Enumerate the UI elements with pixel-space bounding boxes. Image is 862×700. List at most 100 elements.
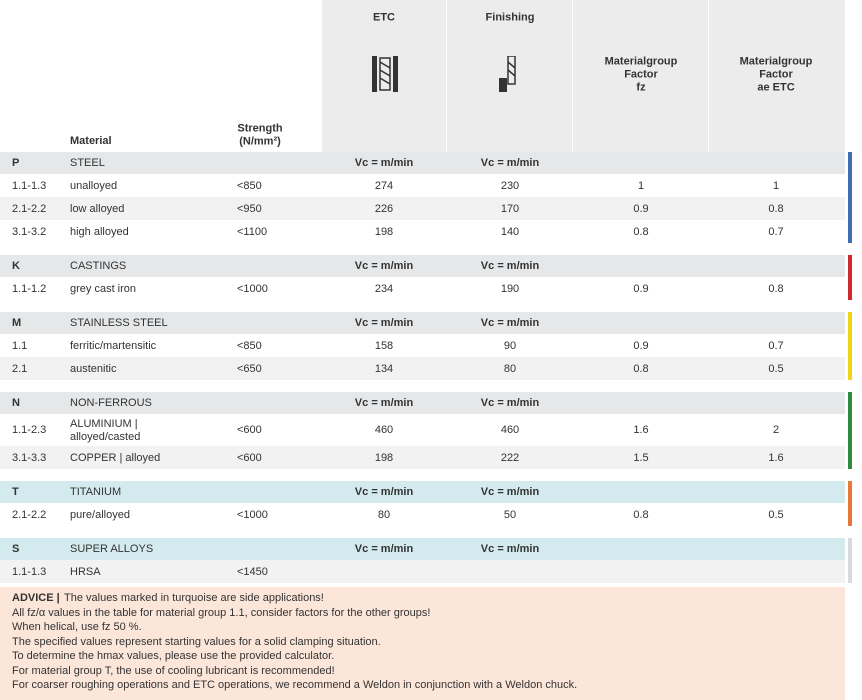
group-name: NON-FERROUS: [70, 397, 152, 409]
group-color-bar: [848, 481, 852, 526]
header-fz: Materialgroup: [604, 55, 678, 68]
row-code: 1.1: [12, 339, 28, 352]
advice-line: All fz/α values in the table for materia…: [12, 606, 431, 619]
row-value: 222: [500, 451, 520, 464]
row-value: 0.5: [768, 508, 784, 521]
vc-finishing: Vc = m/min: [480, 486, 540, 498]
row-material: unalloyed: [70, 179, 118, 192]
row-value: 134: [374, 362, 394, 375]
row-value: 0.7: [768, 225, 784, 238]
row-value: 0.8: [768, 282, 784, 295]
vc-finishing: Vc = m/min: [480, 397, 540, 409]
row-bg: [0, 446, 845, 469]
group-code: M: [12, 317, 22, 329]
row-material: grey cast iron: [70, 282, 137, 295]
row-strength: <1000: [237, 282, 268, 295]
row-value: 0.7: [768, 339, 784, 352]
row-code: 2.1-2.2: [12, 508, 47, 521]
row-code: 2.1-2.2: [12, 202, 47, 215]
group-color-bar: [848, 255, 852, 300]
row-material: high alloyed: [70, 225, 129, 238]
row-value: 1.6: [768, 451, 784, 464]
row-strength: <1000: [237, 508, 268, 521]
group-name: STEEL: [70, 157, 105, 169]
group-code: N: [12, 397, 20, 409]
group-name: CASTINGS: [70, 260, 127, 272]
row-strength: <600: [237, 451, 262, 464]
advice-line: To determine the hmax values, please use…: [12, 650, 335, 662]
row-value: 274: [374, 179, 394, 192]
advice-line: When helical, use fz 50 %.: [12, 621, 142, 633]
row-value: 0.9: [633, 202, 649, 215]
vc-finishing: Vc = m/min: [480, 317, 540, 329]
row-value: 0.8: [768, 202, 784, 215]
vc-finishing: Vc = m/min: [480, 157, 540, 169]
header-ae: Materialgroup: [739, 55, 813, 68]
row-value: 1.5: [633, 451, 649, 464]
vc-etc: Vc = m/min: [354, 486, 414, 498]
row-value: 1: [637, 179, 645, 192]
row-value: 190: [500, 282, 520, 295]
row-strength: <650: [237, 362, 262, 375]
row-code: 3.1-3.3: [12, 451, 47, 464]
col-bg: [709, 0, 845, 152]
vc-etc: Vc = m/min: [354, 317, 414, 329]
col-bg: [447, 0, 572, 152]
row-value: 1.6: [633, 424, 649, 436]
row-value: 2: [772, 424, 780, 436]
row-value: 460: [500, 424, 520, 436]
row-bg: [0, 560, 845, 583]
group-bg: [0, 392, 845, 414]
vc-etc: Vc = m/min: [354, 157, 414, 169]
vc-etc: Vc = m/min: [354, 260, 414, 272]
row-value: 198: [374, 225, 394, 238]
row-bg: [0, 357, 845, 380]
row-value: 170: [500, 202, 520, 215]
header-finishing: Finishing: [485, 11, 535, 24]
row-code: 1.1-1.3: [12, 565, 47, 578]
advice-label: ADVICE |: [12, 592, 60, 604]
row-value: 0.8: [633, 362, 649, 375]
row-value: 0.8: [633, 508, 649, 521]
advice-line: The specified values represent starting …: [12, 635, 381, 648]
row-code: 1.1-2.3: [12, 424, 47, 436]
group-code: P: [12, 157, 20, 169]
row-value: 90: [503, 339, 517, 352]
vc-etc: Vc = m/min: [354, 543, 414, 555]
row-value: 0.8: [633, 225, 649, 238]
row-strength: <600: [237, 424, 262, 436]
row-value: 140: [500, 225, 520, 238]
group-bg: [0, 481, 845, 503]
row-strength: <850: [237, 339, 262, 352]
row-material: pure/alloyed: [70, 508, 130, 521]
group-name: SUPER ALLOYS: [70, 543, 154, 555]
row-strength: <850: [237, 179, 262, 192]
header-ae: Factor: [759, 68, 793, 81]
row-value: 80: [503, 362, 517, 375]
row-value: 226: [374, 202, 394, 215]
row-value: 234: [374, 282, 394, 295]
row-material: ferritic/martensitic: [70, 339, 157, 352]
etc-icon: [372, 56, 398, 92]
header-fz: Factor: [624, 68, 658, 81]
col-bg: [573, 0, 708, 152]
row-value: 460: [374, 424, 394, 436]
row-code: 3.1-3.2: [12, 225, 47, 238]
row-strength: <1100: [237, 225, 268, 238]
group-color-bar: [848, 392, 852, 469]
vc-finishing: Vc = m/min: [480, 543, 540, 555]
finishing-icon: [499, 56, 516, 92]
header-etc: ETC: [373, 11, 395, 24]
col-bg: [322, 0, 446, 152]
row-material: austenitic: [70, 362, 117, 375]
row-strength: <950: [237, 202, 262, 215]
header-strength: Strength: [237, 122, 283, 135]
group-name: STAINLESS STEEL: [70, 317, 168, 329]
group-bg: [0, 538, 845, 560]
advice-bg: [0, 587, 845, 700]
advice-line: For coarser roughing operations and ETC …: [12, 679, 578, 691]
header-ae: ae ETC: [757, 81, 795, 94]
row-strength: <1450: [237, 565, 268, 578]
row-value: 80: [377, 508, 391, 521]
